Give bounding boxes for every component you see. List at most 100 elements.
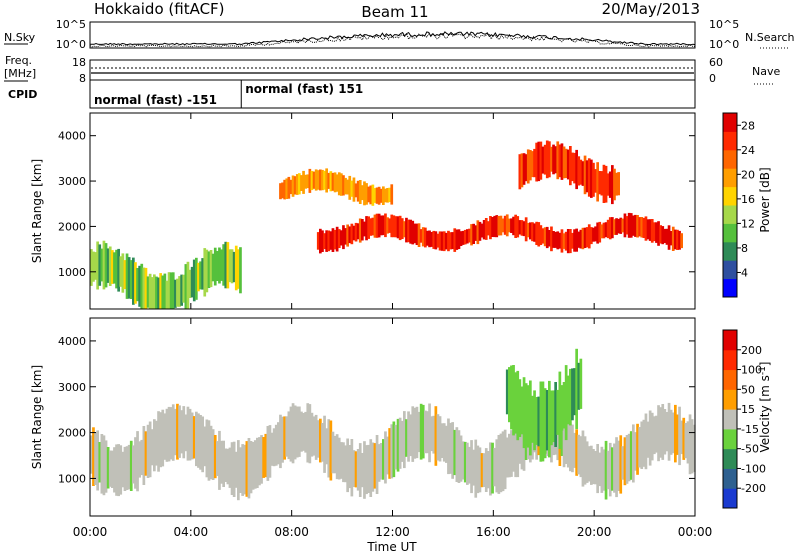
velocity-cell-262: [640, 421, 644, 469]
velocity-cell-130: [363, 441, 366, 499]
power-cell-280: [98, 244, 102, 286]
power-cell-45: [411, 220, 415, 245]
velocity-cell-222: [556, 411, 560, 461]
velocity-colorbar-swatch-8: [723, 330, 737, 351]
velocity-cell-251: [617, 440, 620, 491]
power-cell-296: [132, 257, 135, 305]
power-cell-16: [350, 223, 354, 245]
velocity-cell-18: [127, 444, 131, 490]
velocity-colorbar-swatch-2: [723, 448, 737, 469]
velocity-cell-286: [690, 419, 694, 474]
noise-right-tick-bottom: 10^0: [709, 38, 739, 51]
power-colorbar-swatch-5: [723, 186, 737, 206]
power-cell-197: [327, 172, 331, 189]
velocity-cell-228: [569, 421, 572, 472]
velocity-cell-60: [216, 441, 219, 476]
power-cell-343: [230, 249, 234, 284]
nsky-label: N.Sky: [4, 31, 36, 44]
power-cell-261: [587, 158, 591, 197]
velocity-cell-11: [113, 447, 116, 493]
power-cell-253: [571, 152, 574, 182]
velocity-cell-96: [291, 403, 295, 464]
power-y-axis: 1000 2000 3000 4000: [58, 130, 695, 279]
power-cell-294: [127, 257, 131, 299]
power-cell-58: [438, 231, 442, 251]
power-cell-241: [545, 140, 549, 179]
power-colorbar-swatch-7: [723, 149, 737, 169]
velocity-cell-245: [604, 440, 608, 500]
velocity-cell-282: [682, 417, 686, 460]
power-cell-122: [573, 229, 576, 252]
velocity-cell-307: [545, 390, 549, 451]
power-cell-24: [367, 216, 370, 239]
velocity-cell-154: [413, 407, 417, 459]
velocity-cell-194: [497, 435, 501, 494]
velocity-cell-17: [125, 446, 129, 490]
noise-trace: [90, 31, 696, 46]
velocity-colorbar-label: Velocity [m s-1]: [758, 362, 772, 453]
velocity-cell-240: [594, 451, 597, 485]
velocity-cell-62: [220, 440, 223, 484]
power-cell-288: [115, 249, 118, 289]
velocity-cell-117: [335, 434, 339, 480]
velocity-cell-205: [520, 417, 524, 470]
power-colorbar-swatch-0: [723, 278, 737, 298]
power-cell-208: [350, 180, 354, 197]
velocity-colorbar-tick-label-1: 100: [741, 364, 762, 377]
velocity-cell-7: [104, 440, 108, 493]
power-cell-136: [602, 222, 606, 239]
x-tick-label-3: 12:00: [375, 525, 410, 539]
power-cell-80: [484, 218, 488, 240]
velocity-colorbar-tick-label-2: 50: [741, 383, 755, 396]
power-cell-179: [289, 179, 293, 195]
power-cell-232: [526, 149, 530, 184]
velocity-cell-257: [629, 431, 633, 480]
velocity-cell-287: [692, 424, 696, 472]
power-cell-215: [365, 183, 368, 205]
velocity-cell-284: [686, 421, 690, 464]
power-cell-254: [573, 152, 576, 184]
velocity-cell-44: [182, 406, 186, 459]
power-cell-117: [562, 233, 566, 249]
power-cell-40: [400, 218, 404, 239]
velocity-cell-90: [279, 414, 282, 469]
velocity-cell-248: [611, 447, 614, 491]
velocity-cell-114: [329, 420, 333, 481]
velocity-cell-78: [253, 440, 257, 489]
power-cell-308: [157, 277, 160, 309]
power-cell-285: [108, 246, 112, 286]
power-cell-262: [590, 159, 593, 198]
power-cell-81: [487, 221, 490, 236]
velocity-cell-15: [121, 451, 125, 488]
power-cell-287: [113, 252, 116, 284]
velocity-cell-4: [98, 442, 102, 483]
power-cell-257: [579, 159, 583, 185]
velocity-cell-67: [230, 442, 234, 495]
velocity-cell-2: [94, 432, 97, 485]
velocity-cell-71: [239, 447, 242, 493]
velocity-cell-111: [323, 415, 326, 473]
power-cell-273: [613, 168, 616, 201]
power-cell-106: [539, 225, 543, 245]
power-colorbar-tick-label-3: 16: [741, 193, 755, 206]
velocity-cell-160: [426, 411, 429, 454]
power-cell-70: [463, 229, 467, 245]
cpid-label: CPID: [8, 88, 37, 101]
velocity-cell-242: [598, 452, 602, 487]
velocity-cell-313: [558, 371, 562, 449]
velocity-cell-107: [314, 414, 318, 460]
power-cell-12: [342, 225, 345, 250]
power-cell-200: [333, 172, 337, 193]
power-cell-57: [436, 233, 440, 248]
velocity-ylabel: Slant Range [km]: [30, 365, 44, 469]
velocity-colorbar-tick-label-3: 15: [741, 403, 755, 416]
power-cell-17: [352, 225, 356, 241]
power-cell-193: [319, 169, 322, 191]
velocity-cell-322: [577, 362, 581, 410]
velocity-cell-33: [159, 412, 162, 468]
velocity-cell-233: [579, 436, 583, 478]
power-cell-93: [512, 216, 515, 236]
power-cell-105: [537, 222, 541, 247]
power-cell-314: [169, 272, 173, 309]
velocity-cell-93: [285, 416, 289, 457]
